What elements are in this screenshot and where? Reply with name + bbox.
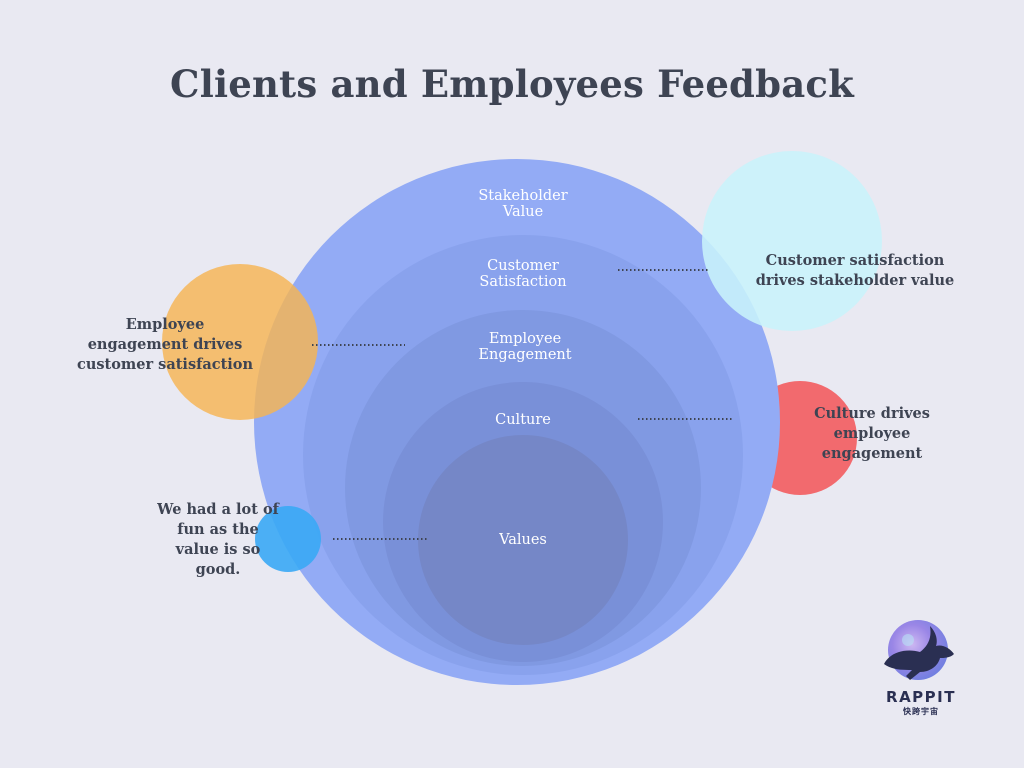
page-title: Clients and Employees Feedback bbox=[170, 62, 854, 106]
employee-bubble bbox=[162, 264, 318, 420]
note-customer-satisfaction: Customer satisfaction drives stakeholder… bbox=[755, 252, 955, 289]
ring-label-employee-engagement: Employee Engagement bbox=[478, 331, 572, 363]
customer-bubble bbox=[702, 151, 882, 331]
note-employee-engagement: Employee engagement drives customer sati… bbox=[77, 316, 253, 373]
logo-subtitle: 快跨宇宙 bbox=[903, 707, 939, 716]
rappit-logo: RAPPIT 快跨宇宙 bbox=[880, 618, 962, 718]
rabbit-icon bbox=[884, 620, 954, 680]
values-bubble bbox=[255, 506, 321, 572]
note-values: We had a lot of fun as the value is so g… bbox=[157, 501, 279, 578]
ring-label-values: Values bbox=[499, 532, 547, 548]
note-culture: Culture drives employee engagement bbox=[814, 405, 930, 462]
ring-label-culture: Culture bbox=[495, 412, 551, 428]
ring-values bbox=[418, 435, 628, 645]
logo-wordmark: RAPPIT bbox=[886, 688, 956, 706]
ring-label-customer-satisfaction: Customer Satisfaction bbox=[479, 258, 567, 290]
ring-label-stakeholder-value: Stakeholder Value bbox=[478, 188, 568, 220]
